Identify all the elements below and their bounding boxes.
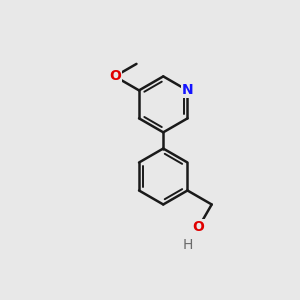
Text: H: H [183, 238, 193, 252]
Text: N: N [182, 83, 193, 98]
Text: O: O [193, 220, 204, 234]
Text: O: O [109, 69, 121, 83]
